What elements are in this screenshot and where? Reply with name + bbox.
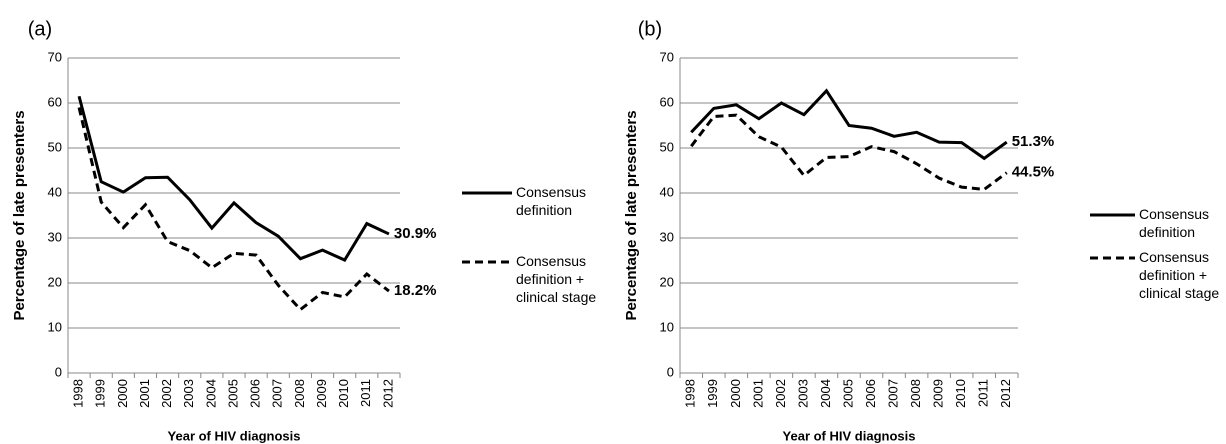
x-tick-label: 2011 — [976, 379, 991, 407]
x-tick-label: 1998 — [683, 379, 698, 408]
y-axis-label: Percentage of late presenters — [623, 110, 640, 320]
x-tick-label: 2005 — [840, 379, 855, 408]
y-axis-label: Percentage of late presenters — [11, 110, 28, 320]
x-tick-label: 2002 — [159, 379, 174, 408]
annotation: 44.5% — [1012, 164, 1055, 181]
x-tick-label: 2011 — [358, 379, 373, 407]
x-tick-label: 2009 — [931, 379, 946, 408]
x-tick-label: 2003 — [795, 379, 810, 408]
y-tick-label: 10 — [48, 319, 62, 334]
legend-text: Consensus definition — [1139, 206, 1210, 240]
y-tick-label: 50 — [660, 139, 674, 154]
x-axis-label: Year of HIV diagnosis — [168, 428, 301, 443]
x-tick-label: 2008 — [292, 379, 307, 408]
x-tick-label: 2007 — [270, 379, 285, 408]
x-tick-label: 2006 — [248, 379, 263, 408]
y-tick-label: 40 — [660, 184, 674, 199]
y-tick-label: 20 — [660, 274, 674, 289]
y-tick-label: 60 — [48, 94, 62, 109]
x-tick-label: 2001 — [137, 379, 152, 408]
y-tick-label: 0 — [667, 364, 674, 379]
y-tick-label: 30 — [48, 229, 62, 244]
x-tick-label: 2005 — [225, 379, 240, 408]
x-tick-label: 2010 — [953, 379, 968, 408]
annotation: 30.9% — [394, 225, 437, 242]
x-tick-label: 2000 — [728, 379, 743, 408]
y-tick-label: 60 — [660, 94, 674, 109]
y-tick-label: 50 — [48, 139, 62, 154]
legend-label: Consensus definition + clinical stage — [516, 253, 597, 305]
series-line — [690, 113, 1008, 191]
x-tick-label: 2000 — [115, 379, 130, 408]
annotation: 51.3% — [1012, 133, 1055, 150]
legend-text: Consensus definition + clinical stage — [516, 253, 597, 305]
annotation: 18.2% — [394, 282, 437, 299]
x-tick-label: 2012 — [998, 379, 1013, 408]
y-tick-label: 70 — [660, 49, 674, 64]
x-tick-label: 1999 — [705, 379, 720, 408]
legend-text: Consensus definition — [516, 184, 587, 218]
x-tick-label: 2003 — [181, 379, 196, 408]
series-line — [77, 95, 390, 262]
x-tick-label: 2004 — [203, 379, 218, 408]
y-tick-label: 0 — [55, 364, 62, 379]
x-tick-label: 2010 — [336, 379, 351, 408]
x-tick-label: 1998 — [71, 379, 86, 408]
x-tick-label: 1999 — [93, 379, 108, 408]
y-tick-label: 40 — [48, 184, 62, 199]
series-line — [77, 107, 390, 312]
y-tick-label: 70 — [48, 49, 62, 64]
x-tick-label: 2001 — [750, 379, 765, 408]
legend-label: Consensus definition — [516, 184, 587, 218]
x-tick-label: 2004 — [818, 379, 833, 408]
y-tick-label: 20 — [48, 274, 62, 289]
x-tick-label: 2007 — [886, 379, 901, 408]
series-line — [690, 88, 1008, 161]
x-tick-label: 2002 — [773, 379, 788, 408]
x-tick-label: 2009 — [314, 379, 329, 408]
y-tick-label: 10 — [660, 319, 674, 334]
legend-label: Consensus definition + clinical stage — [1139, 249, 1220, 301]
legend-text: Consensus definition + clinical stage — [1139, 249, 1220, 301]
x-axis-label: Year of HIV diagnosis — [783, 428, 916, 443]
chart-title: (a) — [28, 18, 52, 40]
chart-title: (b) — [638, 18, 662, 40]
legend-label: Consensus definition — [1139, 206, 1210, 240]
x-tick-label: 2012 — [380, 379, 395, 408]
x-tick-label: 2006 — [863, 379, 878, 408]
x-tick-label: 2008 — [908, 379, 923, 408]
y-tick-label: 30 — [660, 229, 674, 244]
